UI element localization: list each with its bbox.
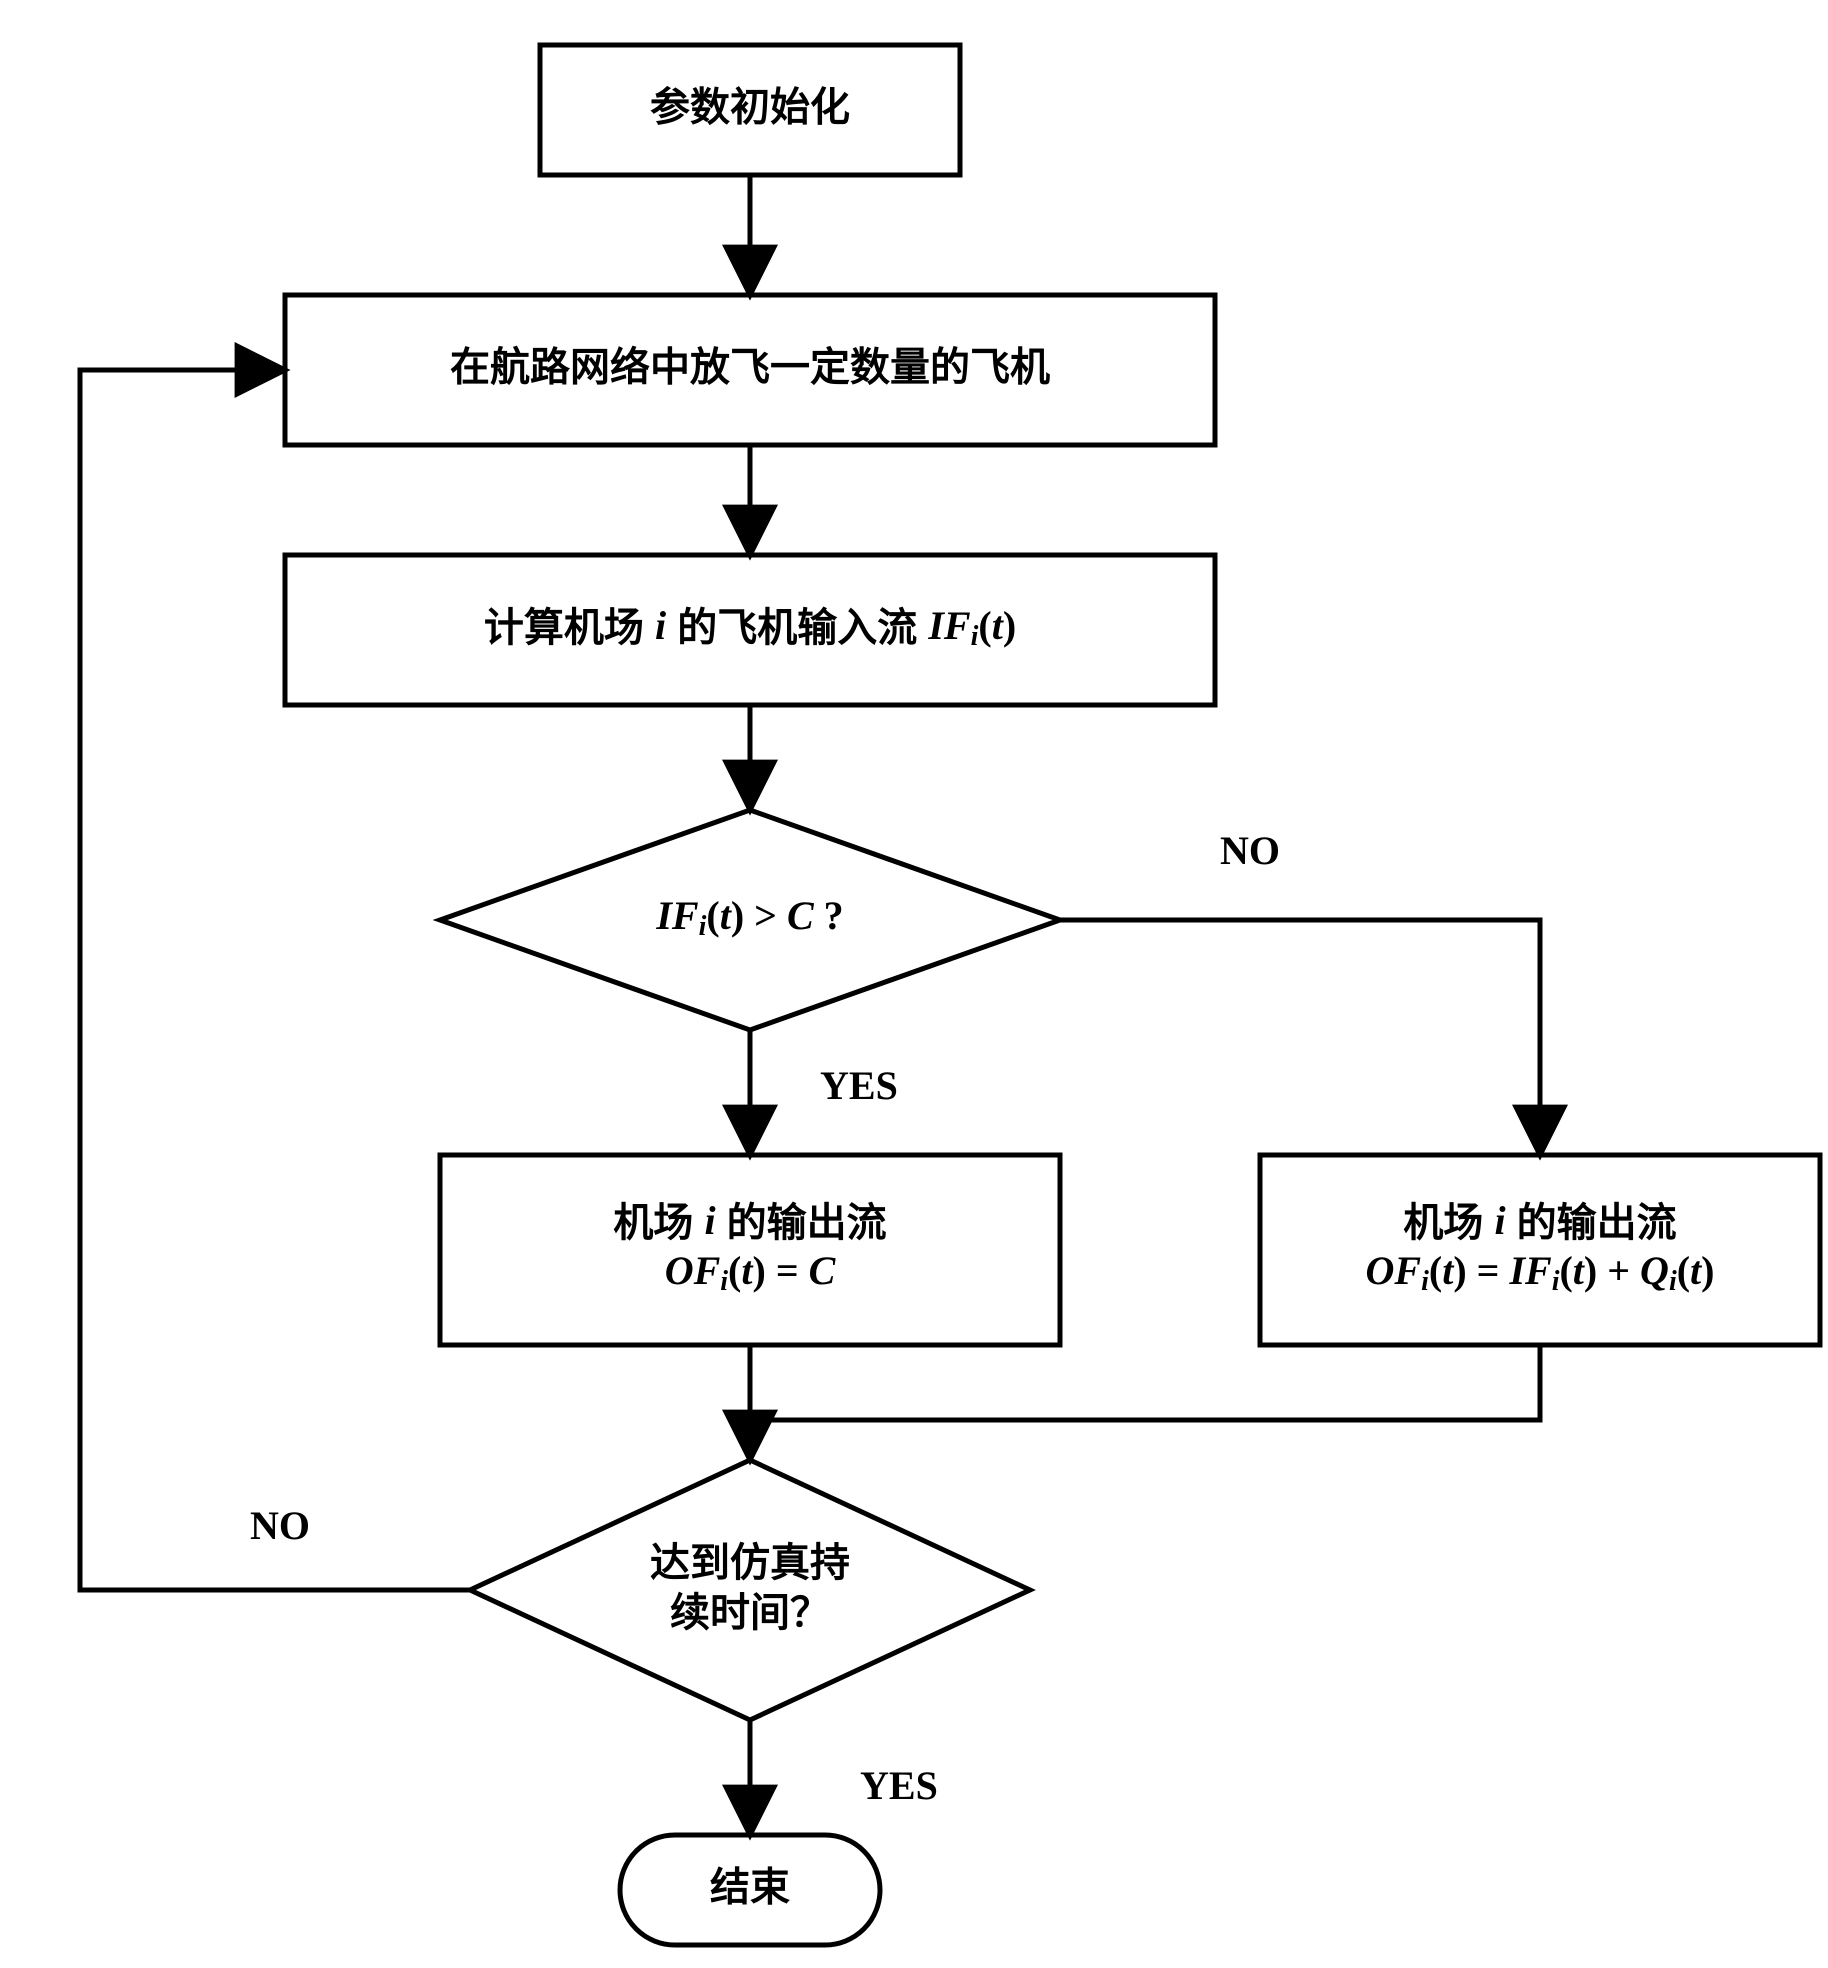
edge-label: NO (1220, 828, 1280, 873)
edge (750, 1345, 1540, 1420)
edge (1060, 920, 1540, 1155)
svg-text:参数初始化: 参数初始化 (650, 86, 850, 130)
node-n3: 计算机场 i 的飞机输入流 IFi(t) (285, 555, 1215, 705)
svg-text:IFi(t) > C ?: IFi(t) > C ? (655, 893, 843, 942)
svg-text:计算机场 i 的飞机输入流 IFi(t): 计算机场 i 的飞机输入流 IFi(t) (484, 603, 1016, 652)
svg-text:续时间？: 续时间？ (670, 1591, 830, 1635)
edge-label: NO (250, 1503, 310, 1548)
node-d1: IFi(t) > C ? (440, 810, 1060, 1030)
edge-label: YES (860, 1763, 938, 1808)
node-end: 结束 (620, 1835, 880, 1945)
node-n2: 在航路网络中放飞一定数量的飞机 (285, 295, 1215, 445)
svg-text:OFi(t) = IFi(t) + Qi(t): OFi(t) = IFi(t) + Qi(t) (1366, 1248, 1715, 1297)
svg-text:OFi(t) = C: OFi(t) = C (665, 1248, 837, 1297)
svg-text:达到仿真持: 达到仿真持 (650, 1541, 850, 1585)
svg-text:结束: 结束 (710, 1866, 790, 1910)
node-d2: 达到仿真持续时间？ (470, 1460, 1030, 1720)
svg-text:机场 i 的输出流: 机场 i 的输出流 (613, 1198, 886, 1244)
svg-text:机场 i 的输出流: 机场 i 的输出流 (1403, 1198, 1676, 1244)
edge-label: YES (820, 1063, 898, 1108)
node-n1: 参数初始化 (540, 45, 960, 175)
node-n5: 机场 i 的输出流OFi(t) = IFi(t) + Qi(t) (1260, 1155, 1820, 1345)
node-n4: 机场 i 的输出流OFi(t) = C (440, 1155, 1060, 1345)
svg-text:在航路网络中放飞一定数量的飞机: 在航路网络中放飞一定数量的飞机 (450, 345, 1050, 390)
